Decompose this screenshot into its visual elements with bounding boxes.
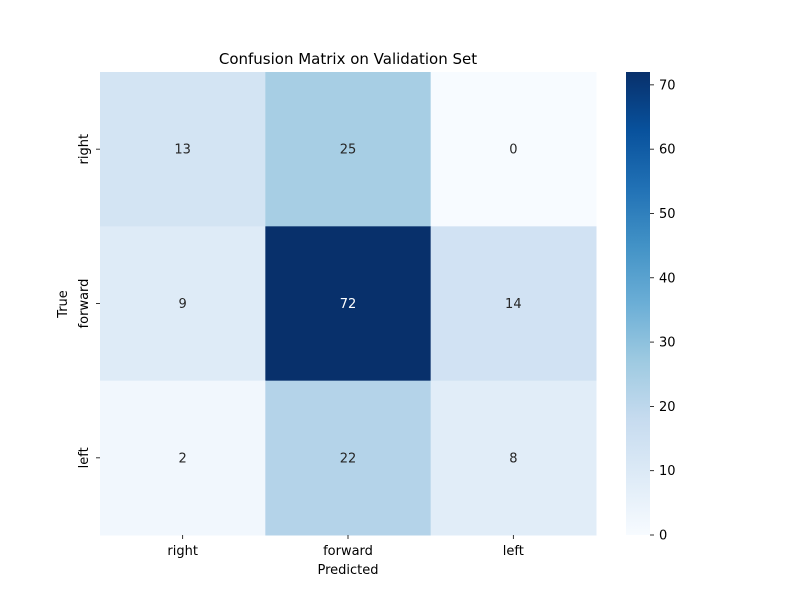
cell-value-label: 22 <box>340 451 357 466</box>
cell-value-label: 0 <box>509 143 517 158</box>
heatmap-cell <box>100 226 266 382</box>
colorbar-tick-label: 70 <box>659 78 676 93</box>
heatmap-cells <box>100 72 597 536</box>
heatmap-cell <box>430 380 597 536</box>
colorbar-tick-label: 30 <box>659 336 676 351</box>
heatmap-cell <box>430 226 597 382</box>
x-tick-label: right <box>167 544 198 559</box>
cell-value-label: 25 <box>340 143 357 158</box>
y-tick-label: forward <box>77 279 92 329</box>
x-tick-label: left <box>503 544 524 559</box>
x-axis-label: Predicted <box>317 563 378 578</box>
heatmap-cell <box>265 226 432 382</box>
cell-value-label: 13 <box>174 143 191 158</box>
cell-value-label: 2 <box>179 451 187 466</box>
heatmap-cell <box>430 72 597 227</box>
heatmap-cell <box>265 72 432 227</box>
colorbar-tick-label: 40 <box>659 271 676 286</box>
cell-value-label: 72 <box>340 297 357 312</box>
colorbar-tick-label: 60 <box>659 143 676 158</box>
heatmap-cell <box>265 380 432 536</box>
heatmap-cell <box>100 380 266 536</box>
y-axis: right forward left <box>77 134 100 468</box>
colorbar <box>626 72 650 535</box>
colorbar-tick-label: 10 <box>659 464 676 479</box>
y-tick-label: right <box>77 134 92 165</box>
x-axis: right forward left <box>167 535 524 559</box>
x-tick-label: forward <box>323 544 373 559</box>
y-axis-label: True <box>56 290 71 319</box>
cell-value-label: 8 <box>509 451 517 466</box>
cell-value-label: 9 <box>179 297 187 312</box>
heatmap-cell <box>100 72 266 227</box>
y-tick-label: left <box>77 447 92 468</box>
colorbar-ticks: 0 10 20 30 40 50 60 70 <box>650 78 676 544</box>
colorbar-tick-label: 20 <box>659 400 676 415</box>
cell-labels: 13 25 09 72 142 22 8 <box>174 143 521 467</box>
cell-value-label: 14 <box>505 297 522 312</box>
colorbar-tick-label: 0 <box>659 529 667 544</box>
colorbar-tick-label: 50 <box>659 207 676 222</box>
chart-title: Confusion Matrix on Validation Set <box>219 50 477 68</box>
